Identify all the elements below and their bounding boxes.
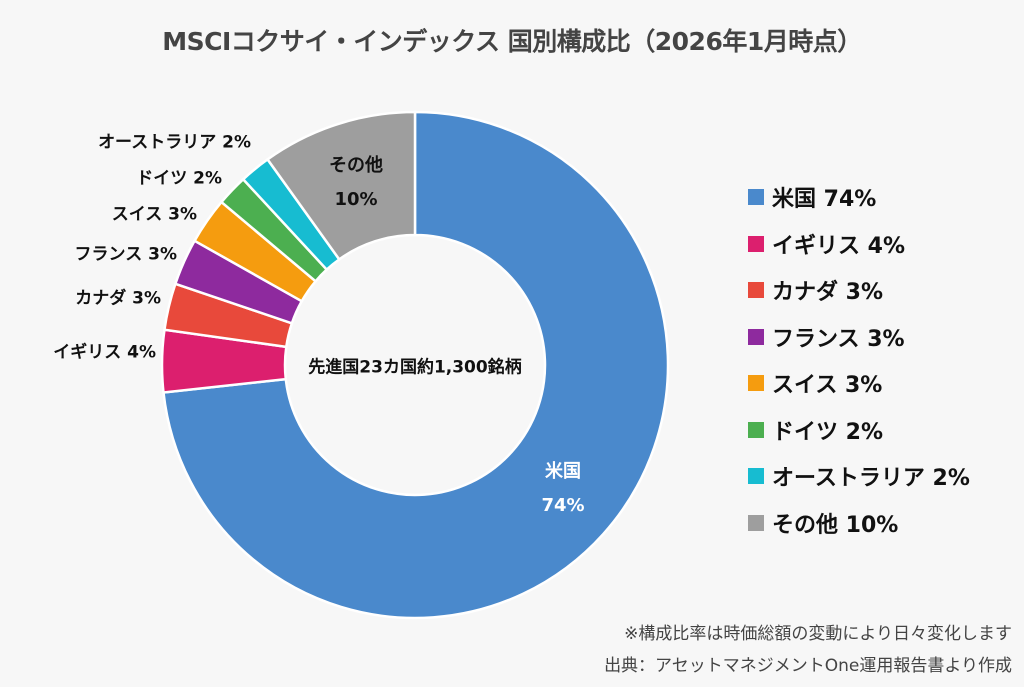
slice-label-6: オーストラリア 2% [98, 132, 251, 153]
slice-label-us-name: 米国 [545, 461, 581, 482]
legend: 米国 74% イギリス 4% カナダ 3% フランス 3% スイス 3% ドイツ 2% オー… [748, 174, 970, 546]
legend-label: フランス 3% [772, 326, 905, 352]
legend-item: カナダ 3% [748, 267, 970, 314]
legend-item: 米国 74% [748, 174, 970, 221]
legend-label: カナダ 3% [772, 280, 884, 306]
slice-label-us: 米国 74% [541, 455, 584, 523]
slice-label-3: フランス 3% [74, 244, 177, 265]
legend-swatch [748, 375, 764, 392]
legend-swatch [748, 468, 764, 485]
legend-label: 米国 74% [772, 187, 877, 213]
legend-label: オーストラリア 2% [772, 466, 970, 492]
legend-item: その他 10% [748, 500, 970, 547]
slice-label-1: イギリス 4% [53, 342, 156, 363]
legend-swatch [748, 189, 764, 206]
legend-label: スイス 3% [772, 373, 883, 399]
legend-item: スイス 3% [748, 360, 970, 407]
chart-title: MSCIコクサイ・インデックス 国別構成比（2026年1月時点） [162, 27, 862, 56]
legend-item: オーストラリア 2% [748, 453, 970, 500]
donut-center-label: 先進国23カ国約1,300銘柄 [308, 357, 522, 378]
footnotes: ※構成比率は時価総額の変動により日々変化します 出典：アセットマネジメントOne… [604, 618, 1012, 682]
legend-swatch [748, 514, 764, 531]
slice-label-5: ドイツ 2% [136, 168, 222, 189]
note-source: 出典：アセットマネジメントOne運用報告書より作成 [604, 656, 1012, 676]
legend-label: その他 10% [772, 512, 899, 538]
slice-label-other: その他 10% [329, 149, 383, 217]
legend-label: ドイツ 2% [772, 419, 884, 445]
legend-swatch [748, 328, 764, 345]
slice-label-other-name: その他 [329, 155, 383, 176]
slice-label-other-value: 10% [334, 189, 378, 210]
legend-swatch [748, 235, 764, 252]
legend-swatch [748, 282, 764, 299]
slice-label-2: カナダ 3% [75, 288, 161, 309]
donut-slice-8 [265, 110, 417, 262]
legend-item: フランス 3% [748, 314, 970, 361]
legend-item: ドイツ 2% [748, 407, 970, 454]
legend-item: イギリス 4% [748, 221, 970, 268]
legend-swatch [748, 421, 764, 438]
legend-label: イギリス 4% [772, 233, 906, 259]
note-fluctuation: ※構成比率は時価総額の変動により日々変化します [624, 624, 1012, 644]
donut-slice-1 [162, 110, 670, 620]
slice-label-4: スイス 3% [111, 204, 197, 225]
slice-label-us-value: 74% [541, 495, 585, 516]
